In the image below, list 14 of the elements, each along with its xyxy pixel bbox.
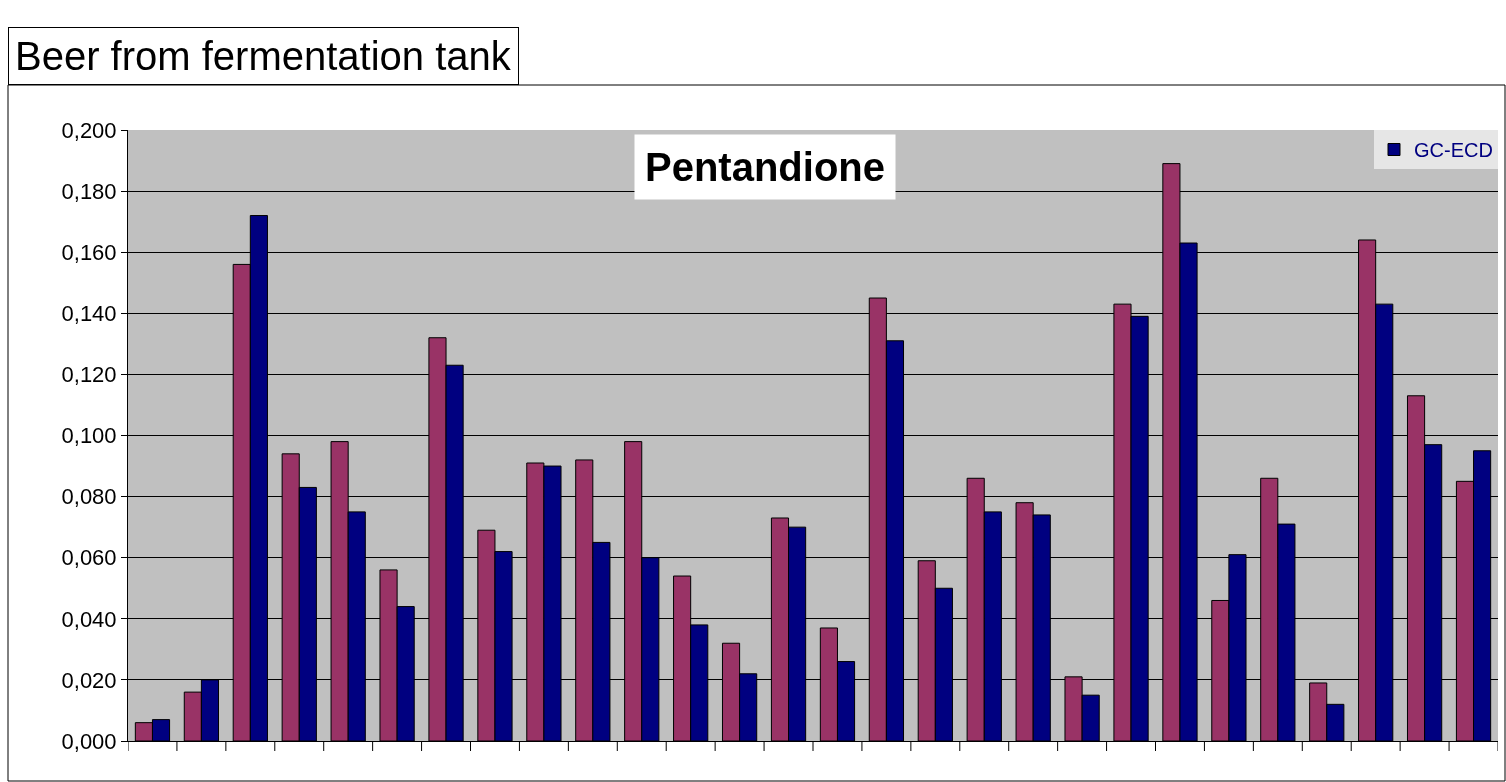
- y-tick-label: 0,180: [61, 178, 117, 204]
- y-tick-label: 0,120: [61, 362, 117, 388]
- legend-label: GC-ECD: [1414, 139, 1493, 162]
- y-tick-label: 0,060: [61, 545, 117, 571]
- chart-subtitle: Pentandione: [645, 145, 886, 189]
- y-tick-label: 0,080: [61, 484, 117, 510]
- y-tick-label: 0,020: [61, 667, 117, 693]
- y-tick-label: 0,200: [61, 117, 117, 143]
- y-tick-label: 0,140: [61, 301, 117, 326]
- y-tick-label: 0,160: [61, 239, 117, 265]
- y-tick-label: 0,100: [61, 423, 117, 449]
- y-tick-label: 0,040: [61, 606, 117, 632]
- y-tick-label: 0,000: [61, 728, 117, 754]
- chart-title: Beer from fermentation tank: [15, 34, 512, 78]
